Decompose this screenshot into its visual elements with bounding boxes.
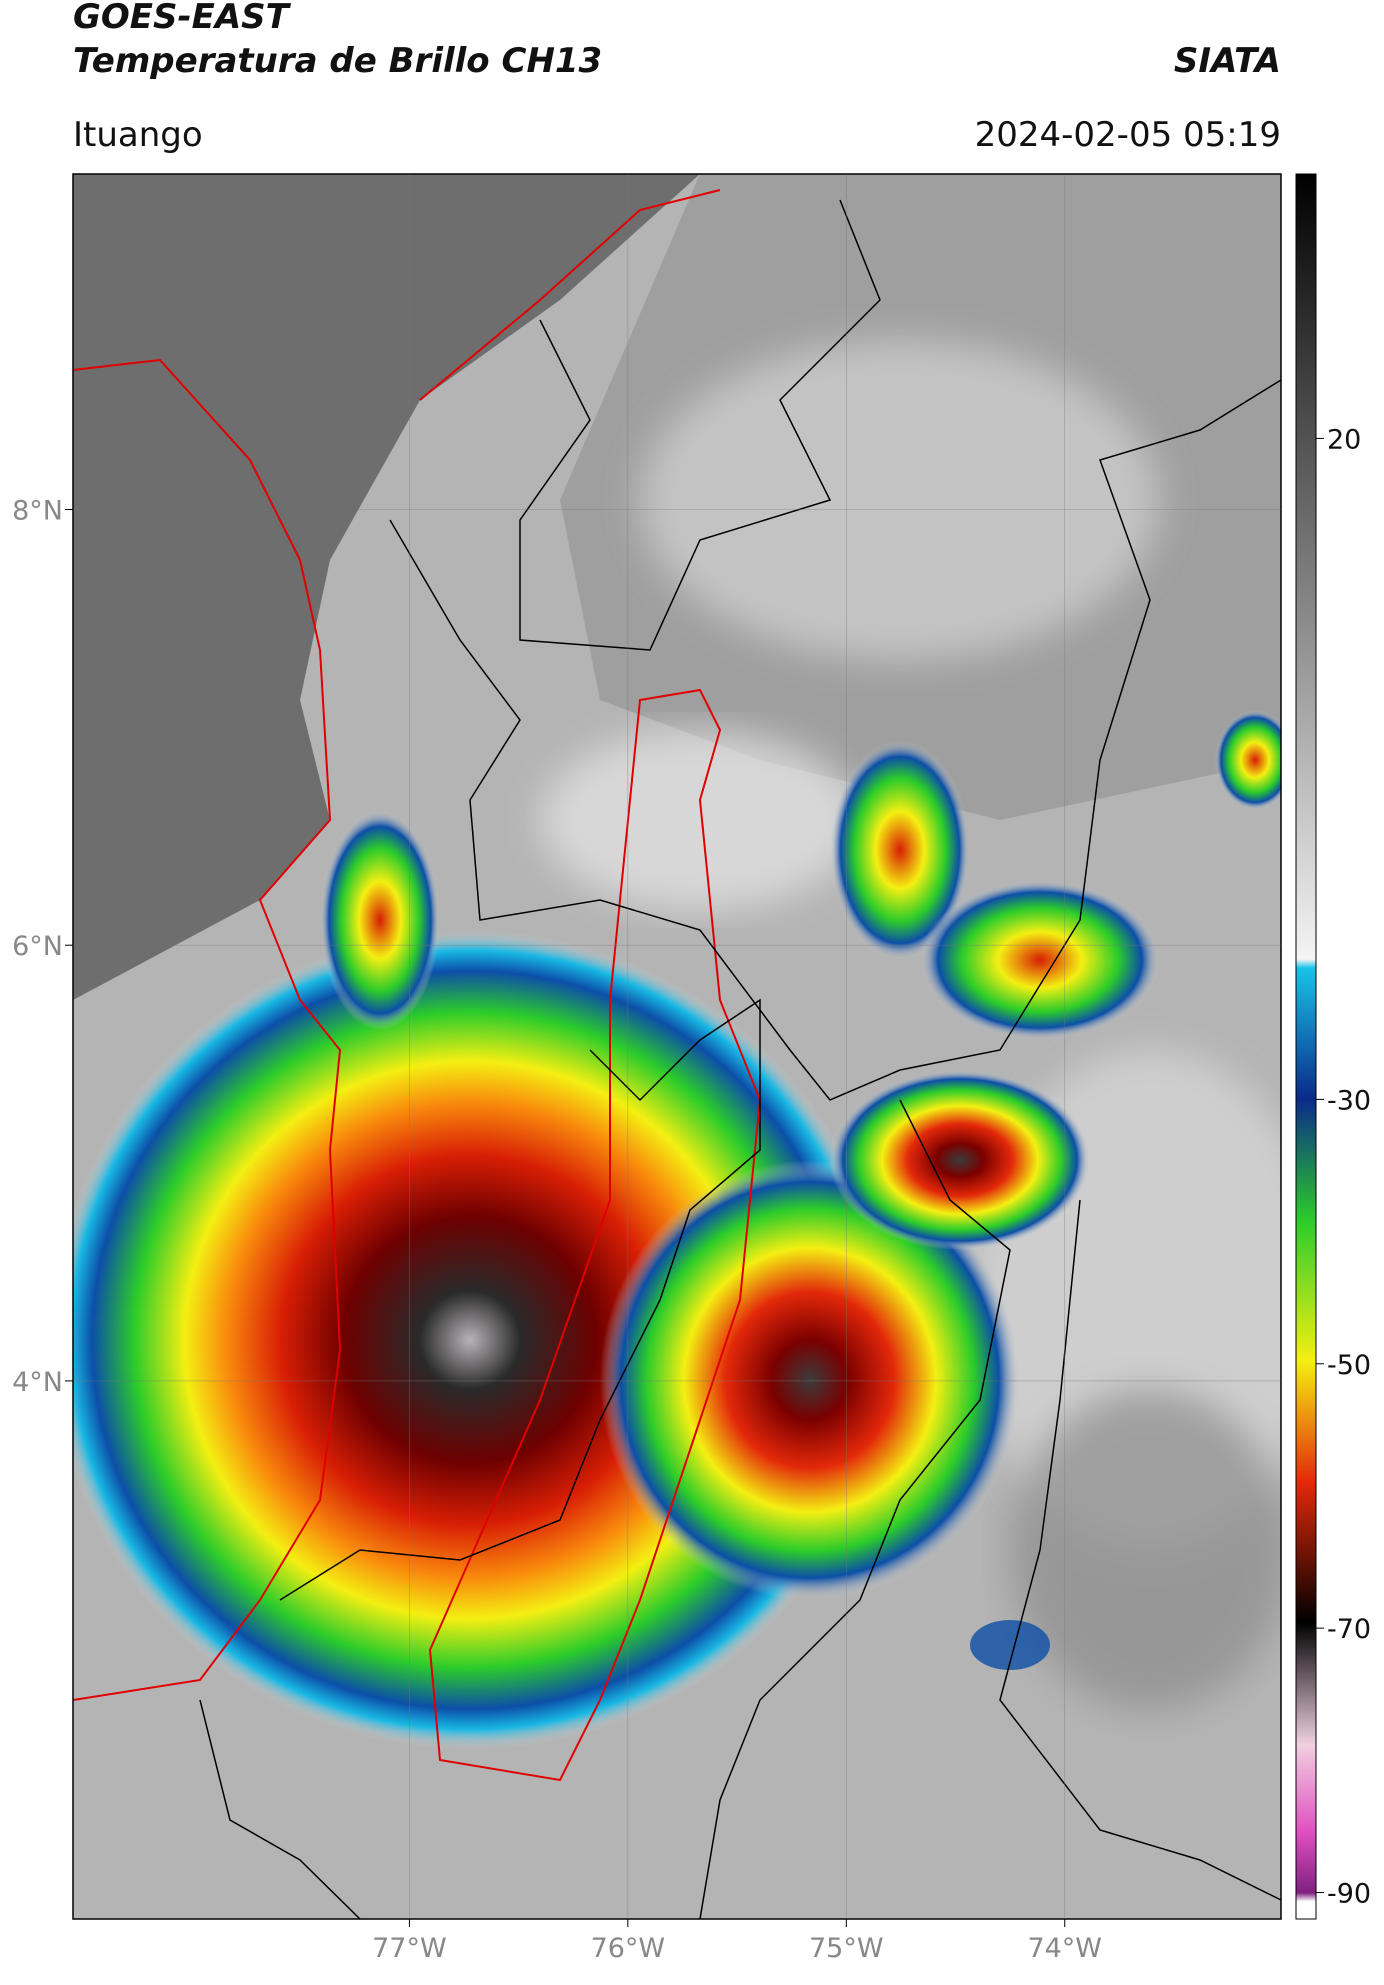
- x-tick-label: 74°W: [1027, 1933, 1102, 1964]
- x-tick-label: 76°W: [591, 1933, 666, 1964]
- map-frame: [72, 173, 1282, 1920]
- colorbar-tick-label: 20: [1327, 424, 1361, 455]
- y-tick-label: 8°N: [12, 495, 63, 526]
- colorbar: [1295, 173, 1317, 1920]
- x-tick-label: 75°W: [809, 1933, 884, 1964]
- y-tick-label: 4°N: [12, 1367, 63, 1398]
- colorbar-tick-label: -90: [1327, 1879, 1371, 1910]
- datetime: 2024-02-05 05:19: [975, 115, 1281, 155]
- map-image: [73, 174, 1281, 1919]
- title: GOES-EAST: [73, 0, 292, 37]
- x-tick-label: 77°W: [372, 1933, 447, 1964]
- location: Ituango: [73, 115, 203, 155]
- colorbar-tick-label: -70: [1327, 1614, 1371, 1645]
- subtitle: Temperatura de Brillo CH13: [73, 41, 602, 81]
- colorbar-tick-label: -50: [1327, 1350, 1371, 1381]
- organization: SIATA: [1174, 41, 1281, 81]
- y-tick-label: 6°N: [12, 931, 63, 962]
- colorbar-tick-label: -30: [1327, 1085, 1371, 1116]
